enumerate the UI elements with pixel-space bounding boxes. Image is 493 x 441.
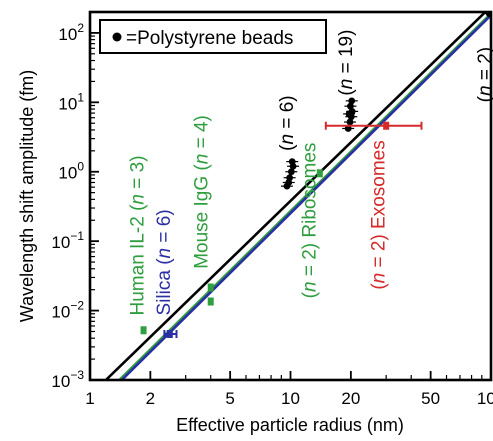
series-markers: [140, 326, 147, 335]
data-point: [347, 102, 354, 110]
annotations: Human IL-2 (n = 3)Silica (n = 6) Mouse Ig…: [128, 30, 493, 316]
fit-line: [104, 12, 488, 380]
annotation-label: (n = 2) Exosomes: [369, 140, 390, 289]
x-tick-label: 2: [146, 389, 155, 408]
y-tick-label: 10−2: [51, 299, 84, 322]
y-axis: 10−3 10−2 10−1 100 101 102: [51, 21, 99, 391]
x-tick-label: 10: [281, 389, 300, 408]
y-tick-label: 101: [58, 90, 84, 113]
data-point: [348, 97, 356, 105]
legend: =Polystyrene beads: [99, 19, 327, 54]
annotation-label: Mouse IgG (n = 4): [191, 115, 212, 269]
data-point: [287, 168, 295, 176]
data-point: [166, 329, 173, 338]
data-point: [316, 169, 323, 178]
legend-label: =Polystyrene beads: [126, 28, 293, 49]
x-tick-label: 5: [225, 389, 234, 408]
y-axis-label: Wavelength shift amplitude (fm): [17, 70, 37, 322]
legend-box: [99, 19, 327, 54]
plot-frame: [88, 10, 493, 382]
fit-line: [120, 13, 491, 380]
x-axis: 1 2 5 10 20 50 100: [85, 371, 493, 408]
annotation-label: (n = 19): [336, 30, 357, 96]
x-tick-label: 100: [477, 389, 493, 408]
x-axis-label: Effective particle radius (nm): [176, 415, 404, 435]
data-point: [383, 121, 390, 130]
legend-marker-icon: [112, 32, 122, 42]
annotation-label: (n = 6): [277, 95, 298, 150]
data-point: [207, 283, 214, 292]
data-point: [345, 110, 353, 118]
annotation-label: (n = 2): [475, 47, 493, 102]
x-tick-label: 50: [421, 389, 440, 408]
annotation-label: Human IL-2 (n = 3): [128, 155, 149, 315]
annotation-label: Silica (n = 6): [154, 209, 175, 315]
x-tick-label: 1: [85, 389, 94, 408]
series-markers: [316, 169, 323, 178]
data-point: [288, 158, 296, 165]
series-markers: [163, 329, 178, 338]
x-tick-label: 20: [341, 389, 360, 408]
y-tick-label: 10−1: [51, 229, 84, 252]
data-point: [346, 118, 354, 126]
data-point: [344, 125, 352, 132]
series-markers: [324, 121, 423, 130]
fit-lines: [104, 12, 491, 380]
data-point: [140, 326, 147, 335]
y-tick-label: 102: [58, 21, 84, 44]
series-markers: [207, 283, 214, 306]
annotation-label: (n = 2) Ribosomes: [299, 143, 320, 299]
y-tick-label: 10−3: [51, 368, 84, 391]
y-tick-label: 100: [58, 160, 84, 183]
data-point: [207, 297, 214, 306]
data-point: [285, 179, 293, 186]
